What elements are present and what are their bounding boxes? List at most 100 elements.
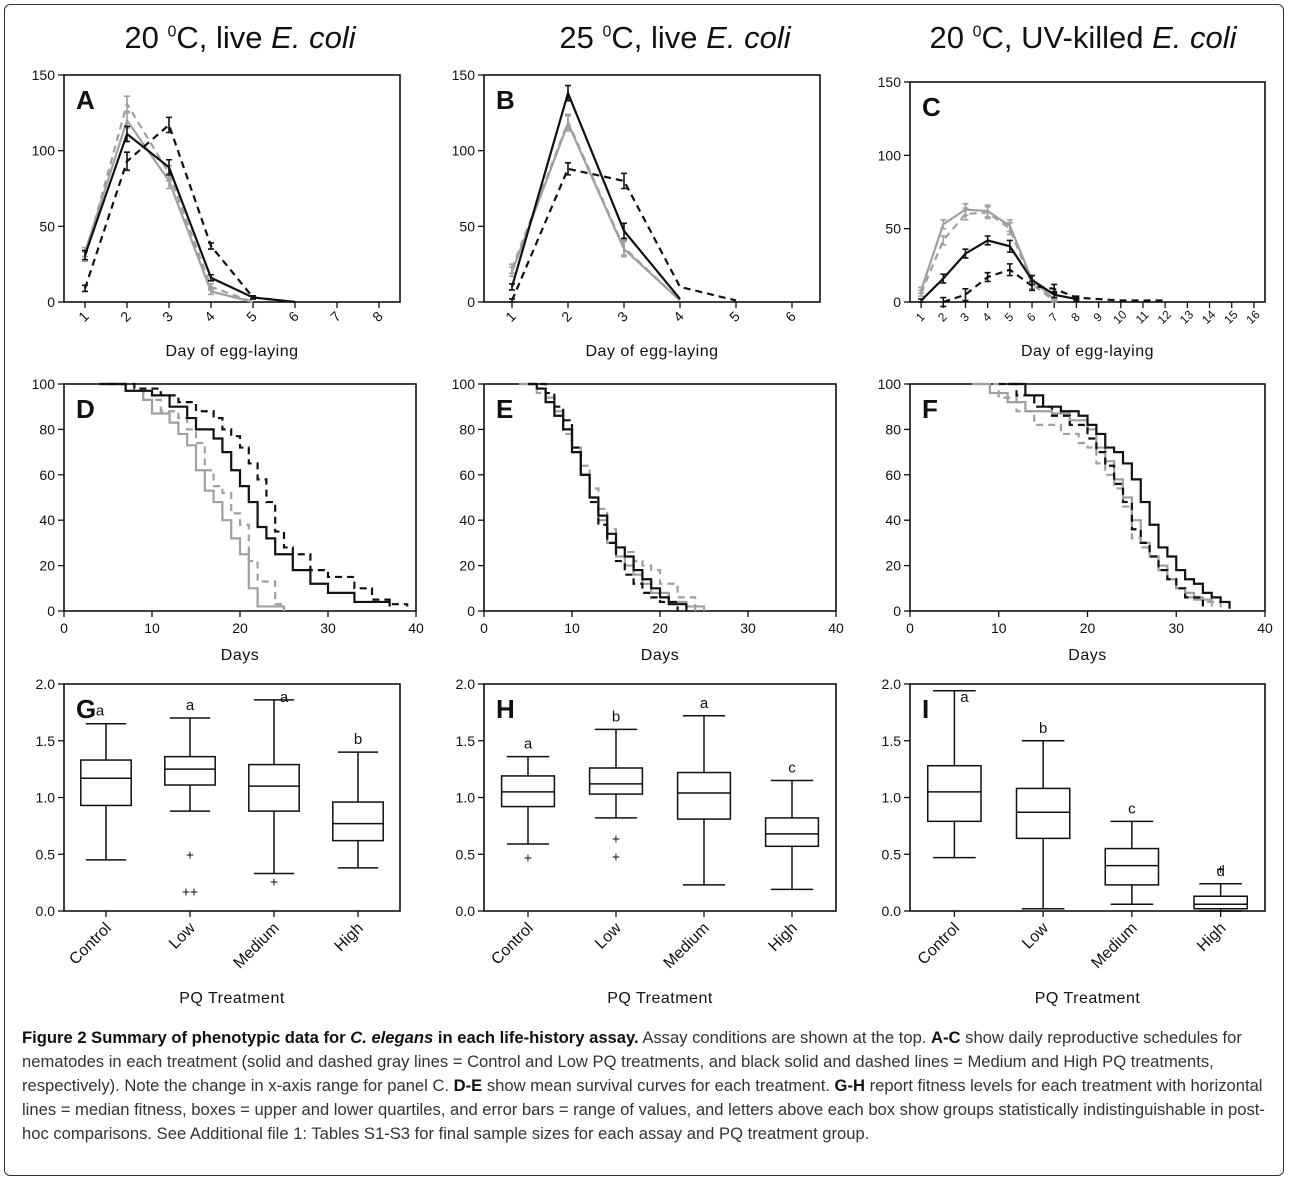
panel-letter-h: H <box>496 694 515 724</box>
x-tick-label: 8 <box>1068 310 1083 325</box>
x-tick-label: 40 <box>828 620 844 636</box>
x-axis-label: Day of egg-laying <box>165 343 298 360</box>
series-line-low <box>519 382 697 611</box>
x-tick-label: 0 <box>480 620 488 636</box>
error-bar-medium <box>940 273 947 284</box>
series-line-high <box>108 382 409 607</box>
x-axis-label: Day of egg-laying <box>1021 343 1154 360</box>
error-bar-medium <box>124 125 130 143</box>
series-line-medium <box>1007 382 1231 609</box>
error-bar-medium <box>984 235 991 246</box>
series-line-low <box>83 100 254 304</box>
panel-b-frame <box>483 74 821 303</box>
y-tick-label: 80 <box>39 421 55 437</box>
x-axis-label: PQ Treatment <box>179 990 285 1007</box>
x-tick-label: 4 <box>201 308 218 325</box>
x-axis-label: PQ Treatment <box>607 990 713 1007</box>
panel-g <box>58 683 401 917</box>
series-line-medium <box>528 382 688 611</box>
panel-letter-b: B <box>496 85 515 115</box>
y-tick-label: 0 <box>893 294 901 310</box>
error-bar-low <box>1006 222 1013 236</box>
error-bar-low <box>962 207 969 221</box>
error-bar-medium <box>962 248 969 259</box>
error-bar-high <box>962 288 969 302</box>
error-bar-high <box>124 151 130 172</box>
box-high <box>764 817 820 848</box>
panel-a-frame <box>63 74 401 303</box>
box-medium <box>1104 847 1160 886</box>
x-tick-label: 0 <box>60 620 68 636</box>
x-tick-label-medium: Medium <box>661 920 713 972</box>
outlier-marker: + <box>186 846 194 862</box>
panel-letter-g: G <box>76 694 96 724</box>
series-line-control <box>972 382 1213 607</box>
x-tick-label: 4 <box>670 308 687 325</box>
x-tick-label: 20 <box>652 620 668 636</box>
error-bar-high <box>1006 263 1013 277</box>
y-tick-label: 1.5 <box>36 733 56 749</box>
x-axis-label: PQ Treatment <box>1035 990 1141 1007</box>
y-tick-label: 50 <box>39 218 55 234</box>
x-tick-label: 30 <box>1168 620 1184 636</box>
panel-letter-c: C <box>922 92 941 122</box>
error-bar-high <box>621 172 627 190</box>
condition-title-1: 20 0C, live E. coli <box>124 20 356 55</box>
error-bar-medium <box>166 158 172 176</box>
x-tick-label: 30 <box>740 620 756 636</box>
x-tick-label: 11 <box>1133 308 1152 327</box>
box-high <box>1193 895 1248 910</box>
x-tick-label-medium: Medium <box>231 920 283 972</box>
error-bar-high <box>565 161 571 176</box>
panel-e <box>478 382 837 617</box>
y-tick-label: 20 <box>459 558 475 574</box>
panel-letter-f: F <box>922 394 938 424</box>
x-tick-label-high: High <box>1194 920 1229 955</box>
panel-letter-e: E <box>496 394 513 424</box>
error-bar-low <box>621 239 627 256</box>
x-tick-label: 3 <box>159 308 176 325</box>
x-axis-label: Days <box>1068 647 1106 664</box>
group-letter-low: a <box>186 697 195 714</box>
y-tick-label: 1.5 <box>456 733 476 749</box>
x-axis-label: Days <box>221 647 259 664</box>
y-tick-label: 0.5 <box>36 846 56 862</box>
x-tick-label: 15 <box>1221 307 1241 327</box>
error-bar-medium <box>509 283 515 291</box>
error-bar-high <box>1051 283 1058 294</box>
error-bar-low <box>940 235 947 246</box>
x-tick-label-low: Low <box>166 919 199 952</box>
x-tick-label: 10 <box>991 620 1007 636</box>
group-letter-low: b <box>1039 720 1047 737</box>
y-tick-label: 20 <box>885 558 901 574</box>
x-tick-label: 4 <box>980 310 995 325</box>
x-tick-label: 2 <box>558 308 575 325</box>
panel-c <box>904 81 1266 308</box>
series-line-control <box>99 382 286 611</box>
outlier-marker: + <box>182 884 190 900</box>
outlier-marker: + <box>270 873 278 889</box>
panel-letter-d: D <box>76 394 95 424</box>
panel-a <box>58 74 401 308</box>
x-tick-label: 30 <box>320 620 336 636</box>
x-tick-label: 5 <box>243 308 260 325</box>
y-tick-label: 1.0 <box>882 790 902 806</box>
x-tick-label: 2 <box>935 310 950 325</box>
y-tick-label: 100 <box>878 147 902 163</box>
x-tick-label: 6 <box>1024 310 1039 325</box>
x-tick-label: 6 <box>285 308 302 325</box>
x-tick-label: 10 <box>144 620 160 636</box>
error-bar-high <box>1029 280 1036 292</box>
x-tick-label: 3 <box>614 308 631 325</box>
series-line-medium <box>83 132 296 304</box>
box-control <box>80 759 132 807</box>
series-line-low <box>99 382 286 611</box>
error-bar-low <box>565 113 571 131</box>
series-line-control <box>920 208 1055 300</box>
x-tick-label: 7 <box>1046 310 1061 325</box>
error-bar-medium <box>565 84 571 102</box>
group-letter-high: d <box>1216 863 1224 880</box>
error-bar-high <box>984 271 991 283</box>
x-tick-label: 10 <box>564 620 580 636</box>
series-line-high <box>528 382 679 611</box>
